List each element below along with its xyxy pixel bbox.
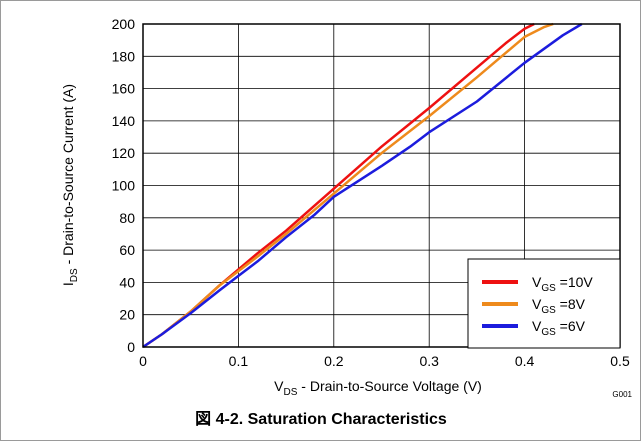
y-tick-label: 160 [112,81,136,97]
plot-area-border [142,23,621,348]
x-tick-labels: 0 0.1 0.2 0.3 0.4 0.5 [139,353,630,369]
legend-label-1: VGS =8V [532,296,586,316]
y-tick-label: 140 [112,113,136,129]
legend-label-sub: GS [541,283,556,294]
y-tick-label: 100 [112,178,136,194]
y-tick-label: 60 [119,242,135,258]
legend-label-sub: GS [541,305,556,316]
x-axis-label-rest: - Drain-to-Source Voltage (V) [297,378,481,394]
figure-caption: 図 4-2. Saturation Characteristics [195,410,447,428]
y-axis-label-rest: - Drain-to-Source Current (A) [60,84,76,268]
x-tick-label: 0 [139,353,147,369]
y-tick-label: 40 [119,274,135,290]
legend-label-prefix: V [532,274,542,290]
legend-label-prefix: V [532,318,542,334]
x-axis-label-prefix: V [274,378,284,394]
x-axis-label: VDS - Drain-to-Source Voltage (V) [274,378,482,398]
series-lines [142,22,583,349]
x-tick-label: 0.3 [419,353,439,369]
x-tick-label: 0.1 [229,353,249,369]
legend-label-sub: GS [541,327,556,338]
legend-label-rest: =8V [556,296,586,312]
y-axis-label-sub: DS [69,268,80,282]
series-line-2 [142,22,583,349]
y-axis-label: IDS - Drain-to-Source Current (A) [60,84,80,286]
y-axis-label-prefix: I [60,282,76,286]
legend-label-prefix: V [532,296,542,312]
x-tick-label: 0.2 [324,353,344,369]
y-tick-label: 80 [119,210,135,226]
legend-label-rest: =6V [556,318,586,334]
legend-label-2: VGS =6V [532,318,586,338]
y-tick-label: 20 [119,307,135,323]
legend-label-rest: =10V [556,274,594,290]
x-tick-label: 0.4 [515,353,535,369]
y-tick-label: 200 [112,16,136,32]
x-tick-label: 0.5 [610,353,630,369]
legend-box [467,258,621,349]
y-tick-label: 120 [112,145,136,161]
y-tick-label: 0 [127,339,135,355]
y-tick-labels: 0 20 40 60 80 100 120 140 160 180 200 [112,16,136,355]
legend-label-0: VGS =10V [532,274,593,294]
y-tick-label: 180 [112,48,136,64]
x-axis-label-sub: DS [284,387,298,398]
series-line-1 [142,22,554,349]
figure-id: G001 [612,390,632,399]
